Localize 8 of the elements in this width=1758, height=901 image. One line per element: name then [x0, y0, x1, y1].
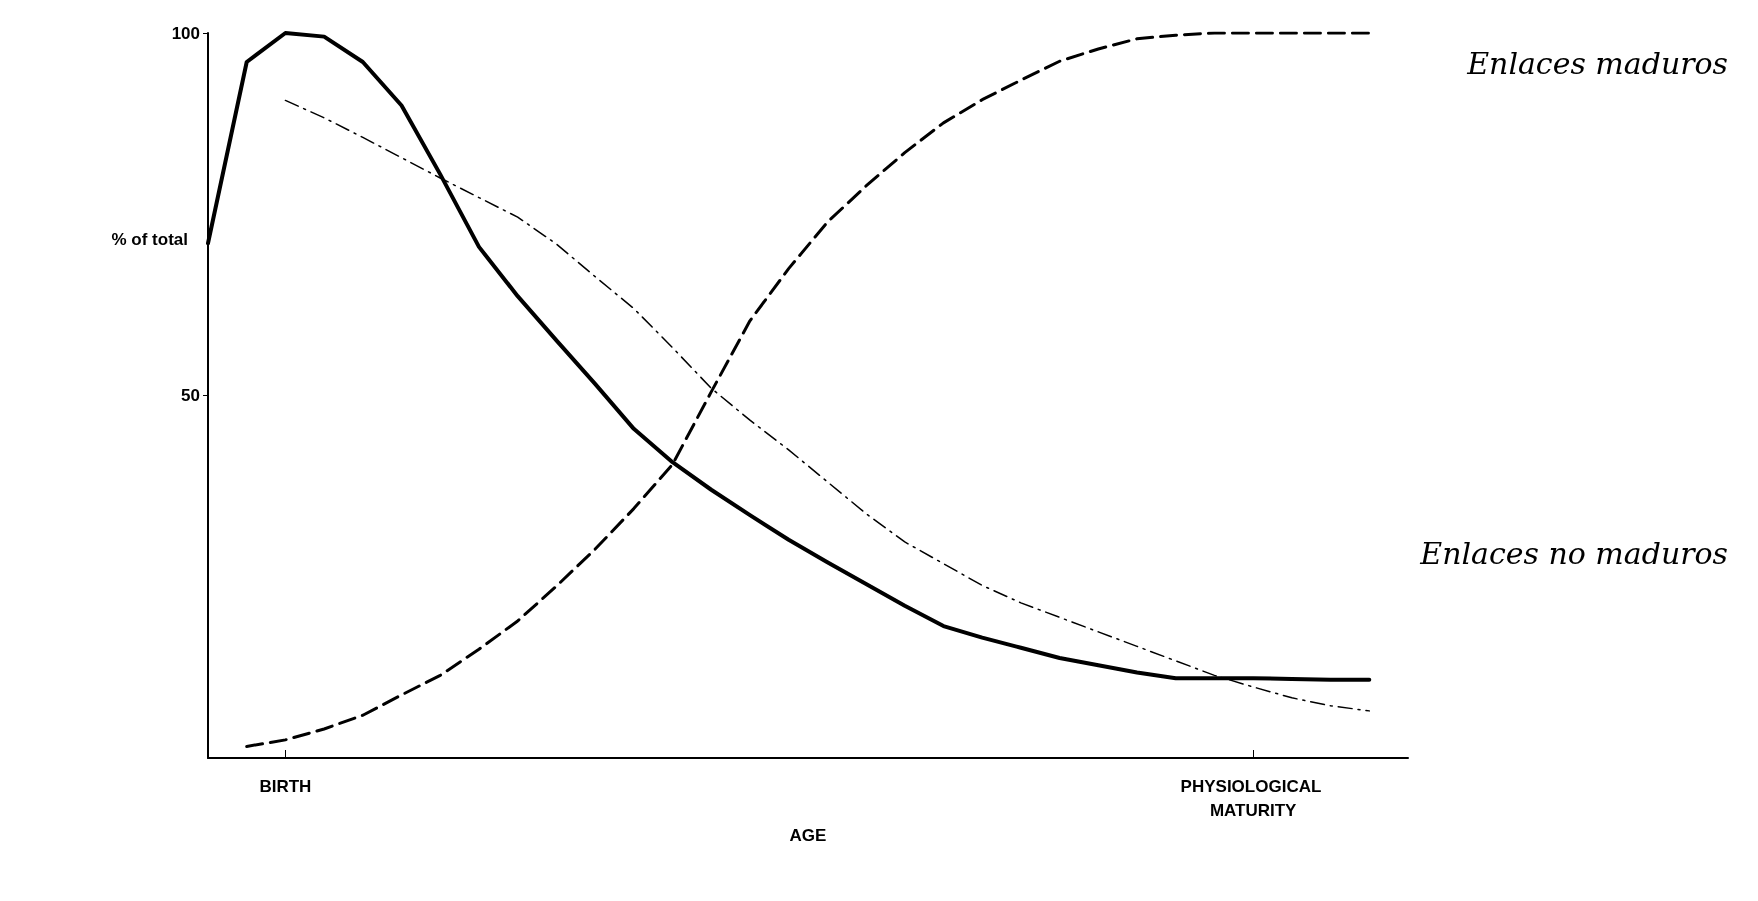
y-axis-title: % of total: [111, 230, 188, 249]
text: Enlaces maduros: [1466, 45, 1729, 81]
x-tick-label: BIRTH: [259, 776, 312, 796]
x-axis-title: AGE: [789, 825, 827, 845]
text: Enlaces no maduros: [1419, 535, 1728, 571]
y-tick-label: 50: [181, 386, 200, 405]
x-tick-label: PHYSIOLOGICAL MATURITY: [1180, 776, 1326, 820]
y-tick-label: 100: [171, 23, 200, 43]
